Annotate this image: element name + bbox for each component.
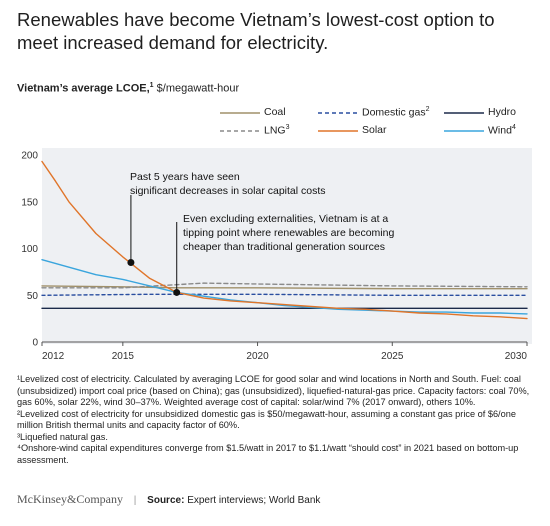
y-tick-label: 150 [21, 197, 38, 208]
series-line-solar [41, 160, 528, 320]
footnote-4: ⁴Onshore-wind capital expenditures conve… [17, 443, 519, 465]
y-tick-label: 200 [21, 151, 38, 162]
series-line-lng [41, 282, 528, 289]
legend-swatch [220, 112, 260, 114]
subtitle-footnote-marker: 1 [149, 82, 154, 89]
legend-label: LNG3 [264, 124, 290, 137]
legend-label: Hydro [488, 106, 517, 118]
legend-swatch [444, 112, 484, 114]
x-tick-label: 2025 [381, 351, 404, 362]
series-line-coal [41, 285, 528, 290]
x-tick-label: 2030 [505, 351, 528, 362]
x-tick-label: 2020 [246, 351, 269, 362]
legend-label: Coal [264, 106, 286, 118]
line-chart: 0 50 100 150 200 2012 2015 2020 2025 2030 Past 5 y… [21, 151, 528, 362]
annotation-2-text: Even excluding externalities, Vietnam is… [183, 213, 394, 253]
legend-label: Wind4 [488, 124, 516, 137]
chart-footer: McKinsey&Company | Source: Expert interv… [17, 492, 320, 507]
footnote-1: ¹Levelized cost of electricity. Calculat… [17, 374, 530, 407]
annotation-1-text: Past 5 years have seen significant decrea… [130, 171, 326, 197]
brand-logo: McKinsey&Company [17, 492, 123, 506]
legend-swatch [444, 130, 484, 132]
y-tick-label: 0 [32, 338, 38, 349]
annotation-1-marker [127, 259, 135, 267]
legend-label: Domestic gas2 [362, 106, 430, 119]
legend-swatch [318, 130, 358, 132]
subtitle-measure: Vietnam’s average LCOE, [17, 82, 150, 95]
chart-headline: Renewables have become Vietnam’s lowest-… [17, 9, 495, 53]
series-line-domestic-gas [41, 293, 528, 296]
y-tick-label: 100 [21, 244, 38, 255]
plot-background [42, 148, 532, 344]
chart-subtitle: Vietnam’s average LCOE,1 $/megawatt-hour [17, 82, 239, 95]
footnotes: ¹Levelized cost of electricity. Calculat… [17, 374, 537, 466]
source-label: Source: [147, 495, 185, 506]
source-text: Expert interviews; World Bank [187, 495, 321, 506]
footnote-2: ²Levelized cost of electricity for unsub… [17, 408, 516, 431]
x-tick-label: 2015 [112, 351, 135, 362]
x-tick-label: 2012 [42, 351, 65, 362]
annotation-2-marker [173, 288, 181, 296]
y-tick-label: 50 [27, 291, 39, 302]
legend-label: Solar [362, 124, 387, 136]
series-line-wind [41, 259, 528, 315]
footnote-3: ³Liquefied natural gas. [17, 431, 108, 442]
footer-separator: | [133, 495, 137, 506]
subtitle-unit: $/megawatt-hour [156, 82, 240, 95]
